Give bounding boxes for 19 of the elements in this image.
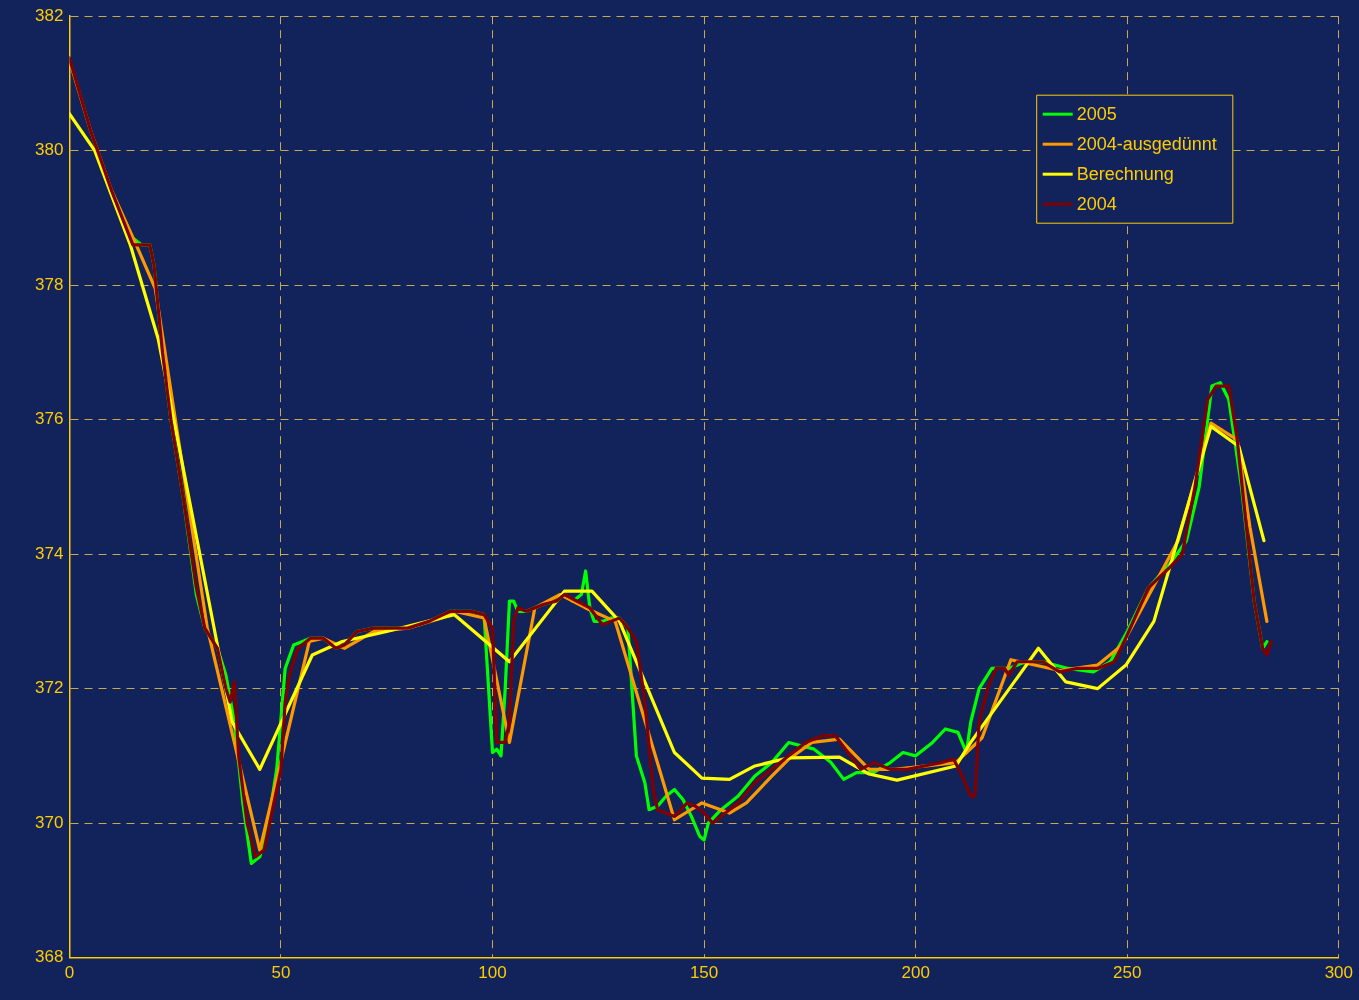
y-tick-label: 368	[34, 947, 64, 967]
x-tick-label: 50	[271, 963, 291, 983]
y-tick-label: 380	[34, 140, 64, 160]
x-tick-label: 250	[1113, 963, 1142, 983]
y-tick-label: 376	[34, 409, 64, 429]
x-tick-label: 300	[1324, 963, 1354, 983]
x-tick-label: 100	[478, 963, 507, 983]
legend-label: 2004-ausgedünnt	[1076, 134, 1217, 155]
x-tick-label: 0	[64, 963, 75, 983]
y-tick-label: 370	[34, 812, 64, 832]
legend-label: 2004	[1076, 194, 1117, 215]
x-tick-label: 200	[901, 963, 930, 983]
legend-label: Berechnung	[1076, 164, 1174, 185]
y-tick-label: 374	[34, 543, 64, 563]
y-tick-label: 372	[34, 678, 64, 698]
y-tick-label: 382	[34, 5, 64, 25]
legend-label: 2005	[1076, 104, 1117, 125]
y-tick-label: 378	[34, 274, 64, 294]
x-tick-label: 150	[689, 963, 719, 983]
